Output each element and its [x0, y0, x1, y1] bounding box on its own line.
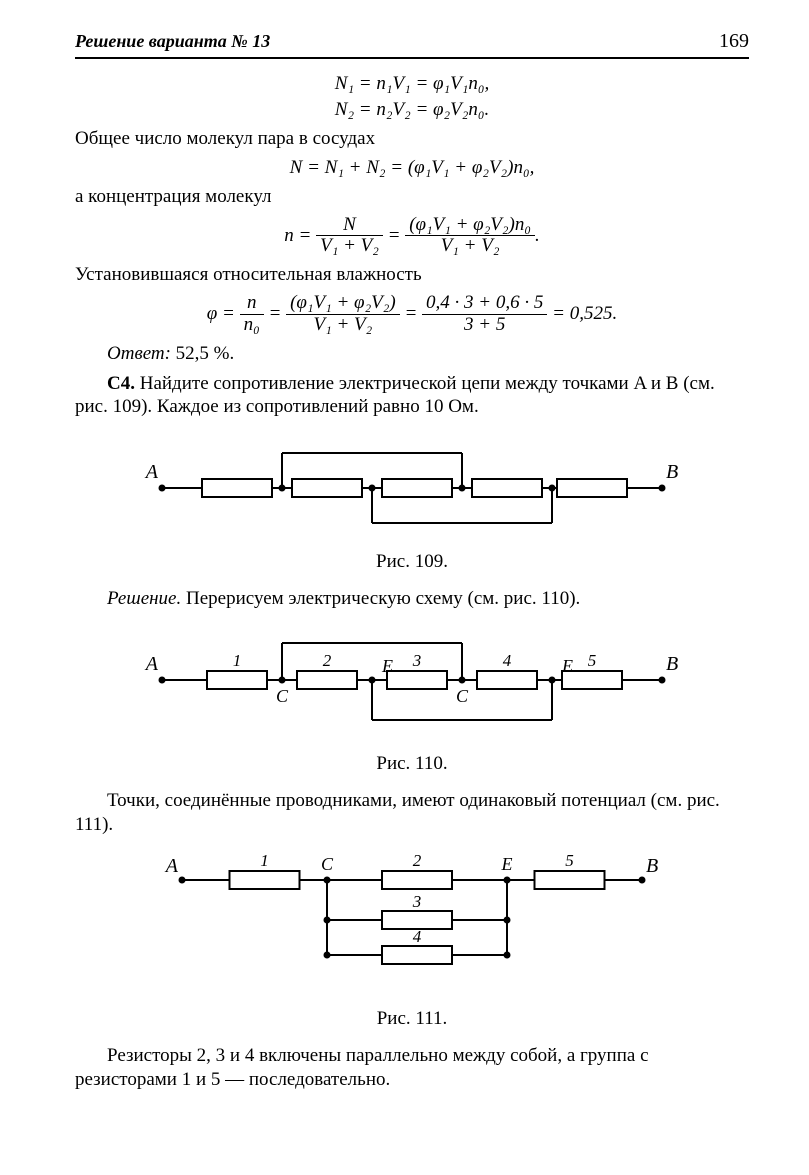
eq4-den2: V₁ + V₂ — [405, 236, 535, 257]
eq5-den1: n₀ — [240, 315, 264, 336]
svg-text:5: 5 — [588, 651, 597, 670]
svg-text:E: E — [561, 656, 573, 676]
para-total-molecules: Общее число молекул пара в сосудах — [75, 127, 749, 151]
eq5-den3: 3 + 5 — [422, 315, 547, 336]
eq5-num1: n — [240, 293, 264, 315]
eq4-tail: . — [535, 224, 540, 245]
eq4-lhs: n = — [284, 224, 311, 245]
equation-n-total: N = N₁ + N₂ = (φ₁V₁ + φ₂V₂)n₀, — [75, 157, 749, 179]
svg-text:B: B — [666, 461, 678, 483]
equation-humidity: φ = n n₀ = (φ₁V₁ + φ₂V₂) V₁ + V₂ = 0,4 ·… — [75, 293, 749, 336]
answer-label: Ответ: — [107, 343, 171, 364]
eq5-lhs: φ = — [207, 303, 235, 324]
svg-text:E: E — [501, 854, 513, 874]
svg-text:A: A — [164, 855, 179, 877]
caption-110: Рис. 110. — [75, 753, 749, 775]
svg-text:B: B — [646, 855, 658, 877]
svg-text:B: B — [666, 653, 678, 675]
eq4-den1: V₁ + V₂ — [316, 236, 383, 257]
svg-text:4: 4 — [503, 651, 512, 670]
svg-text:1: 1 — [233, 651, 242, 670]
eq5-frac2: (φ₁V₁ + φ₂V₂) V₁ + V₂ — [286, 293, 400, 336]
reshenie-label: Решение. — [107, 588, 181, 609]
circuit-111: 1 2 5 3 4 A B C E — [152, 850, 672, 1000]
page-header: Решение варианта № 13 169 — [75, 30, 749, 59]
header-title: Решение варианта № 13 — [75, 31, 270, 52]
eq4-num1: N — [316, 215, 383, 237]
figure-111: 1 2 5 3 4 A B C E — [75, 850, 749, 1000]
para-equipotential: Точки, соединённые проводниками, имеют о… — [75, 789, 749, 837]
svg-text:1: 1 — [260, 851, 269, 870]
equation-n1: N₁ = n₁V₁ = φ₁V₁n₀, — [75, 73, 749, 95]
eq5-frac3: 0,4 · 3 + 0,6 · 5 3 + 5 — [422, 293, 547, 336]
eq5-den2: V₁ + V₂ — [286, 315, 400, 336]
caption-111: Рис. 111. — [75, 1008, 749, 1030]
equation-concentration: n = N V₁ + V₂ = (φ₁V₁ + φ₂V₂)n₀ V₁ + V₂ … — [75, 215, 749, 258]
caption-109: Рис. 109. — [75, 551, 749, 573]
eq5-tail: = 0,525. — [552, 303, 617, 324]
eq4-frac2: (φ₁V₁ + φ₂V₂)n₀ V₁ + V₂ — [405, 215, 535, 258]
eq5-num3: 0,4 · 3 + 0,6 · 5 — [422, 293, 547, 315]
reshenie-text: Перерисуем электрическую схему (см. рис.… — [186, 588, 580, 609]
svg-text:3: 3 — [412, 892, 422, 911]
c4-text: Найдите сопротивление электрической цепи… — [75, 373, 715, 418]
para-final: Резисторы 2, 3 и 4 включены параллельно … — [75, 1044, 749, 1092]
svg-text:C: C — [456, 686, 469, 706]
figure-110: 1 2 3 4 5 A B C C E E — [75, 625, 749, 745]
answer-line: Ответ: 52,5 %. — [75, 342, 749, 366]
para-reshenie: Решение. Перерисуем электрическую схему … — [75, 587, 749, 611]
svg-text:5: 5 — [565, 851, 574, 870]
figure-109: AB — [75, 433, 749, 543]
problem-c4: С4. Найдите сопротивление электрической … — [75, 372, 749, 420]
svg-text:E: E — [381, 656, 393, 676]
svg-text:2: 2 — [323, 651, 332, 670]
svg-text:C: C — [276, 686, 289, 706]
page-number: 169 — [719, 30, 749, 53]
eq5-num2: (φ₁V₁ + φ₂V₂) — [286, 293, 400, 315]
svg-text:C: C — [321, 854, 334, 874]
answer-value: 52,5 %. — [176, 343, 235, 364]
para-humidity: Установившаяся относительная влажность — [75, 263, 749, 287]
c4-label: С4. — [107, 373, 135, 394]
para-concentration: а концентрация молекул — [75, 185, 749, 209]
svg-text:A: A — [144, 461, 159, 483]
eq5-frac1: n n₀ — [240, 293, 264, 336]
svg-text:A: A — [144, 653, 159, 675]
equation-n2: N₂ = n₂V₂ = φ₂V₂n₀. — [75, 99, 749, 121]
svg-text:2: 2 — [413, 851, 422, 870]
circuit-110: 1 2 3 4 5 A B C C E E — [132, 625, 692, 745]
eq4-num2: (φ₁V₁ + φ₂V₂)n₀ — [405, 215, 535, 237]
svg-text:3: 3 — [412, 651, 422, 670]
svg-text:4: 4 — [413, 927, 422, 946]
circuit-109: AB — [132, 433, 692, 543]
eq4-frac1: N V₁ + V₂ — [316, 215, 383, 258]
